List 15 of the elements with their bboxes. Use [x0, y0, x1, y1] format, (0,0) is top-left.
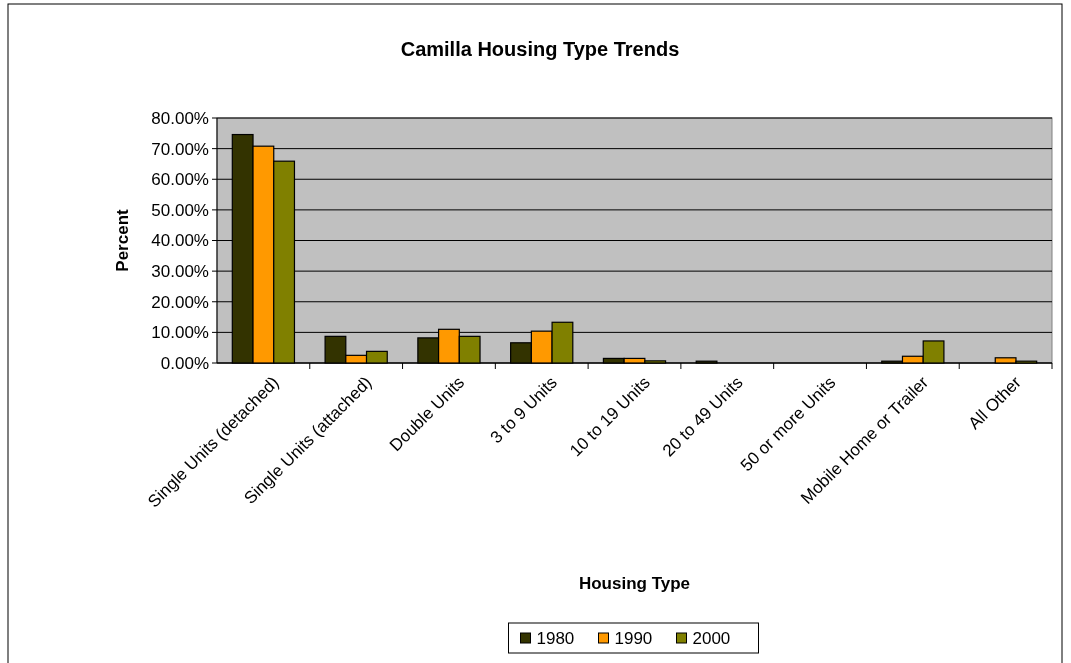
- y-tick-label: 0.00%: [160, 353, 209, 373]
- y-tick-label: 40.00%: [151, 231, 209, 251]
- y-tick-label: 80.00%: [151, 108, 209, 128]
- y-tick-label: 10.00%: [151, 323, 209, 343]
- y-tick-label: 50.00%: [151, 200, 209, 220]
- chart-title: Camilla Housing Type Trends: [400, 38, 680, 60]
- y-axis-title: Percent: [113, 208, 132, 272]
- y-tick-label: 60.00%: [151, 170, 209, 190]
- x-axis-title: Housing Type: [578, 574, 691, 593]
- y-tick-label: 70.00%: [151, 139, 209, 159]
- legend-label: 1980: [536, 628, 575, 648]
- legend-label: 1990: [614, 628, 653, 648]
- y-tick-label: 30.00%: [151, 262, 209, 282]
- y-tick-label: 20.00%: [151, 292, 209, 312]
- legend-label: 2000: [692, 628, 731, 648]
